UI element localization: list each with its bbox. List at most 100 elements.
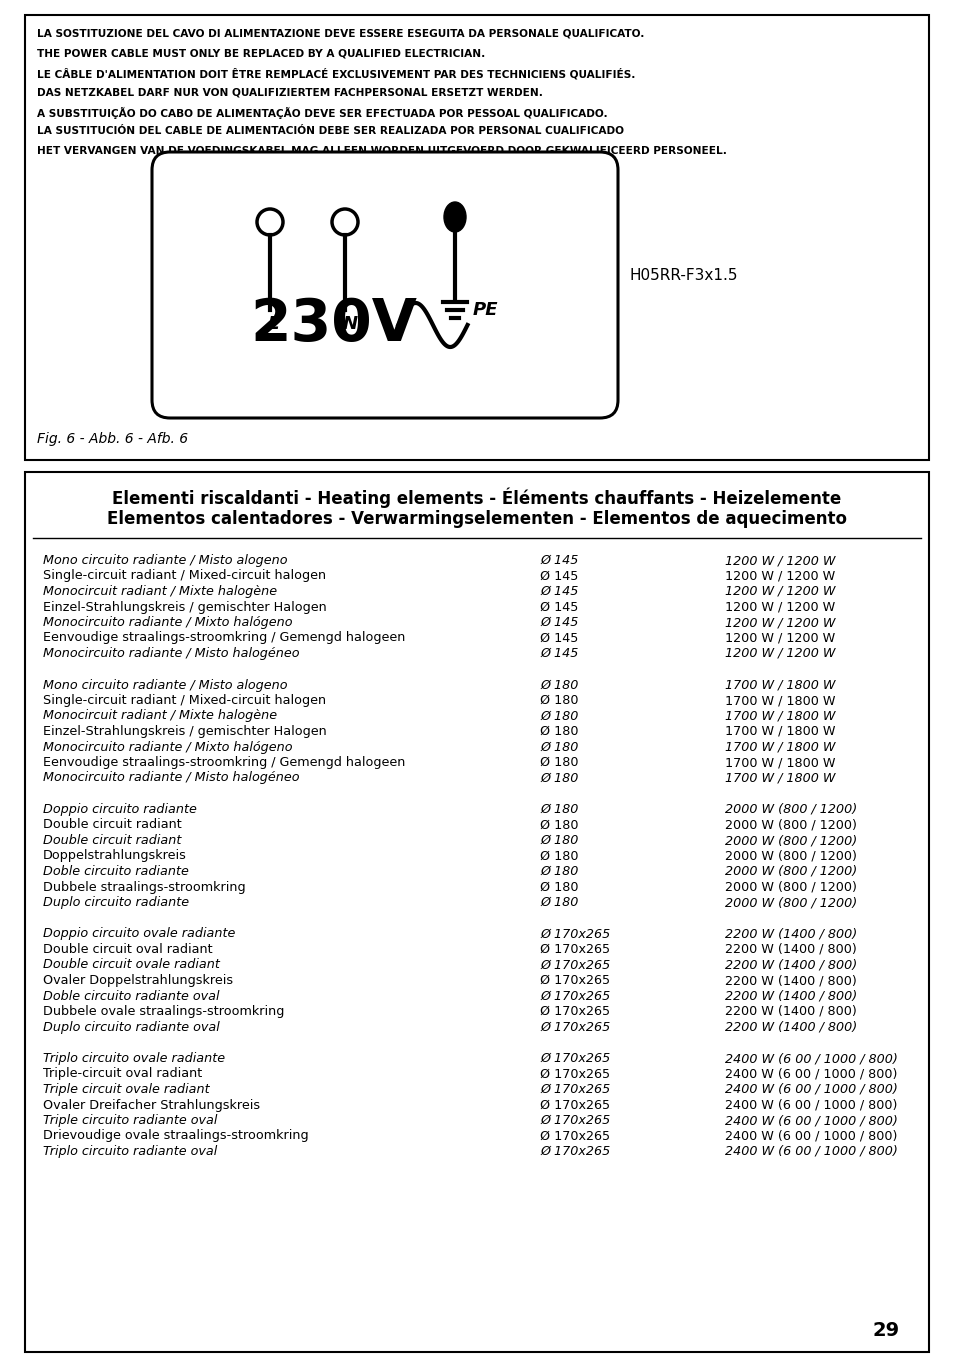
Text: Ø 170x265: Ø 170x265 <box>539 959 610 971</box>
Text: Ø 180: Ø 180 <box>539 726 578 738</box>
Text: Double circuit radiant: Double circuit radiant <box>43 833 181 847</box>
Text: 1200 W / 1200 W: 1200 W / 1200 W <box>724 617 835 629</box>
Text: Ø 170x265: Ø 170x265 <box>539 1098 610 1112</box>
Text: Eenvoudige straalings-stroomkring / Gemengd halogeen: Eenvoudige straalings-stroomkring / Geme… <box>43 632 405 645</box>
Text: Ø 180: Ø 180 <box>539 881 578 893</box>
Text: 2400 W (6 00 / 1000 / 800): 2400 W (6 00 / 1000 / 800) <box>724 1098 897 1112</box>
Text: H05RR-F3x1.5: H05RR-F3x1.5 <box>629 267 738 282</box>
Text: Ø 170x265: Ø 170x265 <box>539 928 610 941</box>
Text: N: N <box>343 315 357 333</box>
Text: Monocircuito radiante / Mixto halógeno: Monocircuito radiante / Mixto halógeno <box>43 617 293 629</box>
Text: 2000 W (800 / 1200): 2000 W (800 / 1200) <box>724 896 857 908</box>
Text: Elementos calentadores - Verwarmingselementen - Elementos de aquecimento: Elementos calentadores - Verwarmingselem… <box>107 510 846 528</box>
Text: Ø 180: Ø 180 <box>539 865 578 878</box>
Text: Monocircuito radiante / Mixto halógeno: Monocircuito radiante / Mixto halógeno <box>43 741 293 753</box>
Text: 2000 W (800 / 1200): 2000 W (800 / 1200) <box>724 865 857 878</box>
Text: Ø 170x265: Ø 170x265 <box>539 1114 610 1127</box>
Text: Ø 180: Ø 180 <box>539 772 578 784</box>
Text: Doppelstrahlungskreis: Doppelstrahlungskreis <box>43 850 187 862</box>
Text: 1700 W / 1800 W: 1700 W / 1800 W <box>724 772 835 784</box>
Text: 2200 W (1400 / 800): 2200 W (1400 / 800) <box>724 974 856 988</box>
Text: 2200 W (1400 / 800): 2200 W (1400 / 800) <box>724 943 856 956</box>
Text: Fig. 6 - Abb. 6 - Afb. 6: Fig. 6 - Abb. 6 - Afb. 6 <box>37 432 188 446</box>
Text: LE CÂBLE D'ALIMENTATION DOIT ÊTRE REMPLACÉ EXCLUSIVEMENT PAR DES TECHNICIENS QUA: LE CÂBLE D'ALIMENTATION DOIT ÊTRE REMPLA… <box>37 68 635 79</box>
Text: 1700 W / 1800 W: 1700 W / 1800 W <box>724 726 835 738</box>
Text: 2400 W (6 00 / 1000 / 800): 2400 W (6 00 / 1000 / 800) <box>724 1114 897 1127</box>
Text: Ø 145: Ø 145 <box>539 632 578 645</box>
Text: Ø 180: Ø 180 <box>539 850 578 862</box>
Text: Triple circuito radiante oval: Triple circuito radiante oval <box>43 1114 217 1127</box>
Text: 2200 W (1400 / 800): 2200 W (1400 / 800) <box>724 1005 856 1018</box>
Text: Monocircuit radiant / Mixte halogène: Monocircuit radiant / Mixte halogène <box>43 585 276 597</box>
Text: Ø 145: Ø 145 <box>539 554 578 567</box>
Text: LA SUSTITUCIÓN DEL CABLE DE ALIMENTACIÓN DEBE SER REALIZADA POR PERSONAL CUALIFI: LA SUSTITUCIÓN DEL CABLE DE ALIMENTACIÓN… <box>37 127 623 136</box>
Text: Duplo circuito radiante oval: Duplo circuito radiante oval <box>43 1020 219 1034</box>
Ellipse shape <box>443 202 465 232</box>
Text: Ø 180: Ø 180 <box>539 833 578 847</box>
Text: Single-circuit radiant / Mixed-circuit halogen: Single-circuit radiant / Mixed-circuit h… <box>43 570 326 582</box>
Text: Doppio circuito ovale radiante: Doppio circuito ovale radiante <box>43 928 235 941</box>
Text: Ø 170x265: Ø 170x265 <box>539 1083 610 1097</box>
Text: Ø 180: Ø 180 <box>539 678 578 692</box>
Text: 1200 W / 1200 W: 1200 W / 1200 W <box>724 570 835 582</box>
Text: 2400 W (6 00 / 1000 / 800): 2400 W (6 00 / 1000 / 800) <box>724 1144 897 1158</box>
Text: Einzel-Strahlungskreis / gemischter Halogen: Einzel-Strahlungskreis / gemischter Halo… <box>43 726 327 738</box>
Text: Ø 170x265: Ø 170x265 <box>539 989 610 1003</box>
Text: Monocircuito radiante / Misto halogéneo: Monocircuito radiante / Misto halogéneo <box>43 772 299 784</box>
Text: A SUBSTITUIÇÃO DO CABO DE ALIMENTAÇÃO DEVE SER EFECTUADA POR PESSOAL QUALIFICADO: A SUBSTITUIÇÃO DO CABO DE ALIMENTAÇÃO DE… <box>37 106 607 119</box>
Text: HET VERVANGEN VAN DE VOEDINGSKABEL MAG ALLEEN WORDEN UITGEVOERD DOOR GEKWALIFICE: HET VERVANGEN VAN DE VOEDINGSKABEL MAG A… <box>37 146 726 155</box>
Text: 2000 W (800 / 1200): 2000 W (800 / 1200) <box>724 850 856 862</box>
Text: Ø 145: Ø 145 <box>539 600 578 614</box>
Text: Ø 170x265: Ø 170x265 <box>539 1005 610 1018</box>
Text: 2000 W (800 / 1200): 2000 W (800 / 1200) <box>724 881 856 893</box>
Text: Mono circuito radiante / Misto alogeno: Mono circuito radiante / Misto alogeno <box>43 678 287 692</box>
Text: 2200 W (1400 / 800): 2200 W (1400 / 800) <box>724 928 857 941</box>
Text: Ø 180: Ø 180 <box>539 756 578 769</box>
Text: 2400 W (6 00 / 1000 / 800): 2400 W (6 00 / 1000 / 800) <box>724 1129 897 1143</box>
Text: LA SOSTITUZIONE DEL CAVO DI ALIMENTAZIONE DEVE ESSERE ESEGUITA DA PERSONALE QUAL: LA SOSTITUZIONE DEL CAVO DI ALIMENTAZION… <box>37 29 643 40</box>
Text: 2000 W (800 / 1200): 2000 W (800 / 1200) <box>724 818 856 832</box>
Text: Ø 170x265: Ø 170x265 <box>539 1129 610 1143</box>
Text: Ø 170x265: Ø 170x265 <box>539 1052 610 1065</box>
Text: Monocircuit radiant / Mixte halogène: Monocircuit radiant / Mixte halogène <box>43 709 276 723</box>
Text: Dubbele straalings-stroomkring: Dubbele straalings-stroomkring <box>43 881 245 893</box>
Text: Triple circuit ovale radiant: Triple circuit ovale radiant <box>43 1083 210 1097</box>
FancyBboxPatch shape <box>152 151 618 417</box>
Text: Ø 180: Ø 180 <box>539 818 578 832</box>
Text: Double circuit ovale radiant: Double circuit ovale radiant <box>43 959 219 971</box>
Text: Duplo circuito radiante: Duplo circuito radiante <box>43 896 189 908</box>
Text: L: L <box>268 315 279 333</box>
Text: Ø 145: Ø 145 <box>539 570 578 582</box>
Text: 1700 W / 1800 W: 1700 W / 1800 W <box>724 678 835 692</box>
Text: 1700 W / 1800 W: 1700 W / 1800 W <box>724 709 835 723</box>
Text: Single-circuit radiant / Mixed-circuit halogen: Single-circuit radiant / Mixed-circuit h… <box>43 694 326 707</box>
Text: 2200 W (1400 / 800): 2200 W (1400 / 800) <box>724 1020 857 1034</box>
Text: 2400 W (6 00 / 1000 / 800): 2400 W (6 00 / 1000 / 800) <box>724 1052 897 1065</box>
Text: Eenvoudige straalings-stroomkring / Gemengd halogeen: Eenvoudige straalings-stroomkring / Geme… <box>43 756 405 769</box>
Text: 1200 W / 1200 W: 1200 W / 1200 W <box>724 647 835 660</box>
Text: DAS NETZKABEL DARF NUR VON QUALIFIZIERTEM FACHPERSONAL ERSETZT WERDEN.: DAS NETZKABEL DARF NUR VON QUALIFIZIERTE… <box>37 87 542 97</box>
Text: 1700 W / 1800 W: 1700 W / 1800 W <box>724 756 835 769</box>
Text: Ø 180: Ø 180 <box>539 694 578 707</box>
Text: 1200 W / 1200 W: 1200 W / 1200 W <box>724 585 835 597</box>
Text: Ø 170x265: Ø 170x265 <box>539 974 610 988</box>
Text: Ø 145: Ø 145 <box>539 647 578 660</box>
Text: Double circuit radiant: Double circuit radiant <box>43 818 182 832</box>
Text: Ø 170x265: Ø 170x265 <box>539 943 610 956</box>
Text: Einzel-Strahlungskreis / gemischter Halogen: Einzel-Strahlungskreis / gemischter Halo… <box>43 600 327 614</box>
Text: Triplo circuito radiante oval: Triplo circuito radiante oval <box>43 1144 217 1158</box>
Text: 29: 29 <box>872 1320 899 1339</box>
Text: Double circuit oval radiant: Double circuit oval radiant <box>43 943 213 956</box>
Text: Drievoudige ovale straalings-stroomkring: Drievoudige ovale straalings-stroomkring <box>43 1129 309 1143</box>
Text: Triplo circuito ovale radiante: Triplo circuito ovale radiante <box>43 1052 225 1065</box>
Text: 2200 W (1400 / 800): 2200 W (1400 / 800) <box>724 959 857 971</box>
Text: Ø 170x265: Ø 170x265 <box>539 1020 610 1034</box>
Text: PE: PE <box>473 301 498 319</box>
Text: Monocircuito radiante / Misto halogéneo: Monocircuito radiante / Misto halogéneo <box>43 647 299 660</box>
Text: 2400 W (6 00 / 1000 / 800): 2400 W (6 00 / 1000 / 800) <box>724 1068 897 1080</box>
Text: 1700 W / 1800 W: 1700 W / 1800 W <box>724 694 835 707</box>
Text: THE POWER CABLE MUST ONLY BE REPLACED BY A QUALIFIED ELECTRICIAN.: THE POWER CABLE MUST ONLY BE REPLACED BY… <box>37 49 485 59</box>
Text: 2200 W (1400 / 800): 2200 W (1400 / 800) <box>724 989 857 1003</box>
Text: 1200 W / 1200 W: 1200 W / 1200 W <box>724 554 835 567</box>
Text: Ø 180: Ø 180 <box>539 741 578 753</box>
